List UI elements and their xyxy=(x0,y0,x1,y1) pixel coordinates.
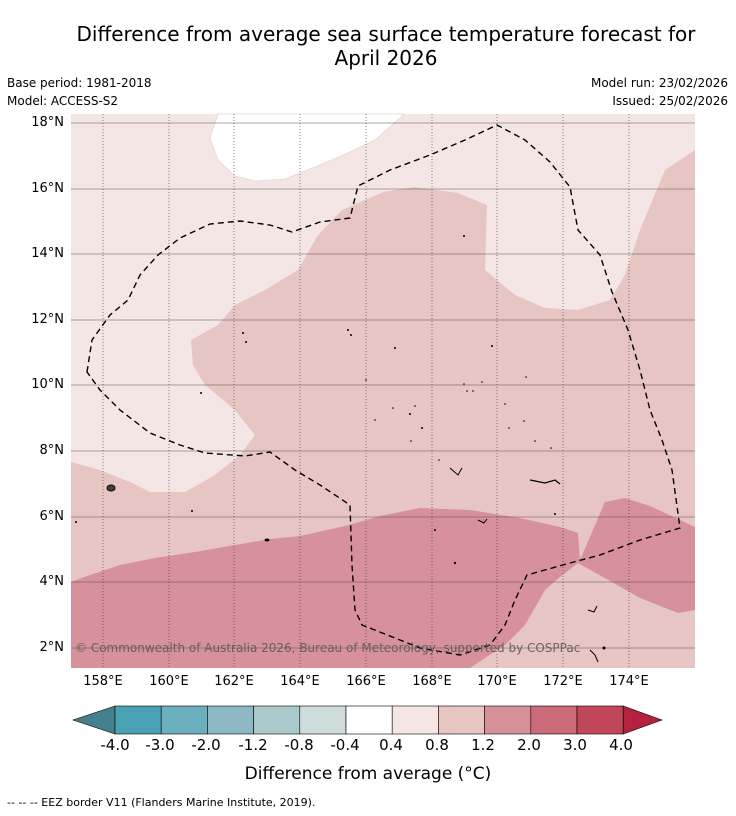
colorbar-title: Difference from average (°C) xyxy=(244,764,492,784)
colorbar-right-arrow xyxy=(622,705,663,735)
colorbar-tick-label: 1.2 xyxy=(471,736,495,754)
colorbar-tick-label: -3.0 xyxy=(145,736,175,754)
colorbar-segment xyxy=(576,705,624,735)
lon-label-168e: 168°E xyxy=(412,674,452,689)
colorbar-segment xyxy=(345,705,393,735)
lat-label-10n: 10°N xyxy=(31,377,64,392)
base-period: Base period: 1981-2018 xyxy=(7,76,152,90)
chart-title: Difference from average sea surface temp… xyxy=(0,22,736,70)
eez-border xyxy=(86,124,681,656)
lon-label-170e: 170°E xyxy=(477,674,517,689)
band-white-top xyxy=(209,113,404,182)
lat-label-6n: 6°N xyxy=(39,509,65,524)
title-line-2: April 2026 xyxy=(334,46,438,70)
lon-label-166e: 166°E xyxy=(346,674,386,689)
colorbar xyxy=(72,705,663,735)
title-line-1: Difference from average sea surface temp… xyxy=(76,22,696,46)
colorbar-segment xyxy=(299,705,347,735)
lat-label-18n: 18°N xyxy=(31,115,64,130)
colorbar-segment xyxy=(207,705,254,735)
colorbar-tick-label: -1.2 xyxy=(238,736,268,754)
model-name: Model: ACCESS-S2 xyxy=(7,94,119,108)
copyright-notice: © Commonwealth of Australia 2026, Bureau… xyxy=(75,641,581,655)
colorbar-segment xyxy=(114,705,162,735)
colorbar-tick-label: 2.0 xyxy=(517,736,541,754)
lat-label-4n: 4°N xyxy=(39,574,65,589)
lon-label-162e: 162°E xyxy=(214,674,254,689)
colorbar-tick-label: 3.0 xyxy=(563,736,587,754)
colorbar-tick-label: -2.0 xyxy=(191,736,221,754)
colorbar-left-arrow xyxy=(72,705,116,735)
lon-label-174e: 174°E xyxy=(609,674,649,689)
lat-label-12n: 12°N xyxy=(31,312,64,327)
metadata-left: Base period: 1981-2018 Model: ACCESS-S2 xyxy=(7,74,152,110)
issued-date: Issued: 25/02/2026 xyxy=(612,94,728,108)
colorbar-segment xyxy=(530,705,578,735)
colorbar-segment xyxy=(253,705,301,735)
metadata-right: Model run: 23/02/2026 Issued: 25/02/2026 xyxy=(591,74,728,110)
colorbar-segment xyxy=(438,705,485,735)
band-strong xyxy=(71,498,695,668)
colorbar-segment xyxy=(484,705,532,735)
colorbar-segment xyxy=(391,705,439,735)
lat-label-16n: 16°N xyxy=(31,181,64,196)
lon-label-164e: 164°E xyxy=(280,674,320,689)
model-run: Model run: 23/02/2026 xyxy=(590,76,728,90)
eez-footnote: -- -- -- EEZ border V11 (Flanders Marine… xyxy=(7,796,316,809)
colorbar-tick-label: -0.8 xyxy=(284,736,314,754)
colorbar-tick-label: -0.4 xyxy=(330,736,360,754)
lon-label-158e: 158°E xyxy=(83,674,123,689)
islands xyxy=(75,235,606,663)
lat-label-2n: 2°N xyxy=(39,640,65,655)
latitude-gridlines xyxy=(71,122,695,649)
lat-label-14n: 14°N xyxy=(31,246,64,261)
lon-label-172e: 172°E xyxy=(543,674,583,689)
colorbar-segment xyxy=(160,705,208,735)
colorbar-tick-label: 0.4 xyxy=(379,736,403,754)
colorbar-tick-label: 0.8 xyxy=(425,736,449,754)
lat-label-8n: 8°N xyxy=(39,443,65,458)
colorbar-tick-label: -4.0 xyxy=(100,736,130,754)
longitude-gridlines xyxy=(102,114,630,668)
lon-label-160e: 160°E xyxy=(149,674,189,689)
colorbar-tick-label: 4.0 xyxy=(609,736,633,754)
